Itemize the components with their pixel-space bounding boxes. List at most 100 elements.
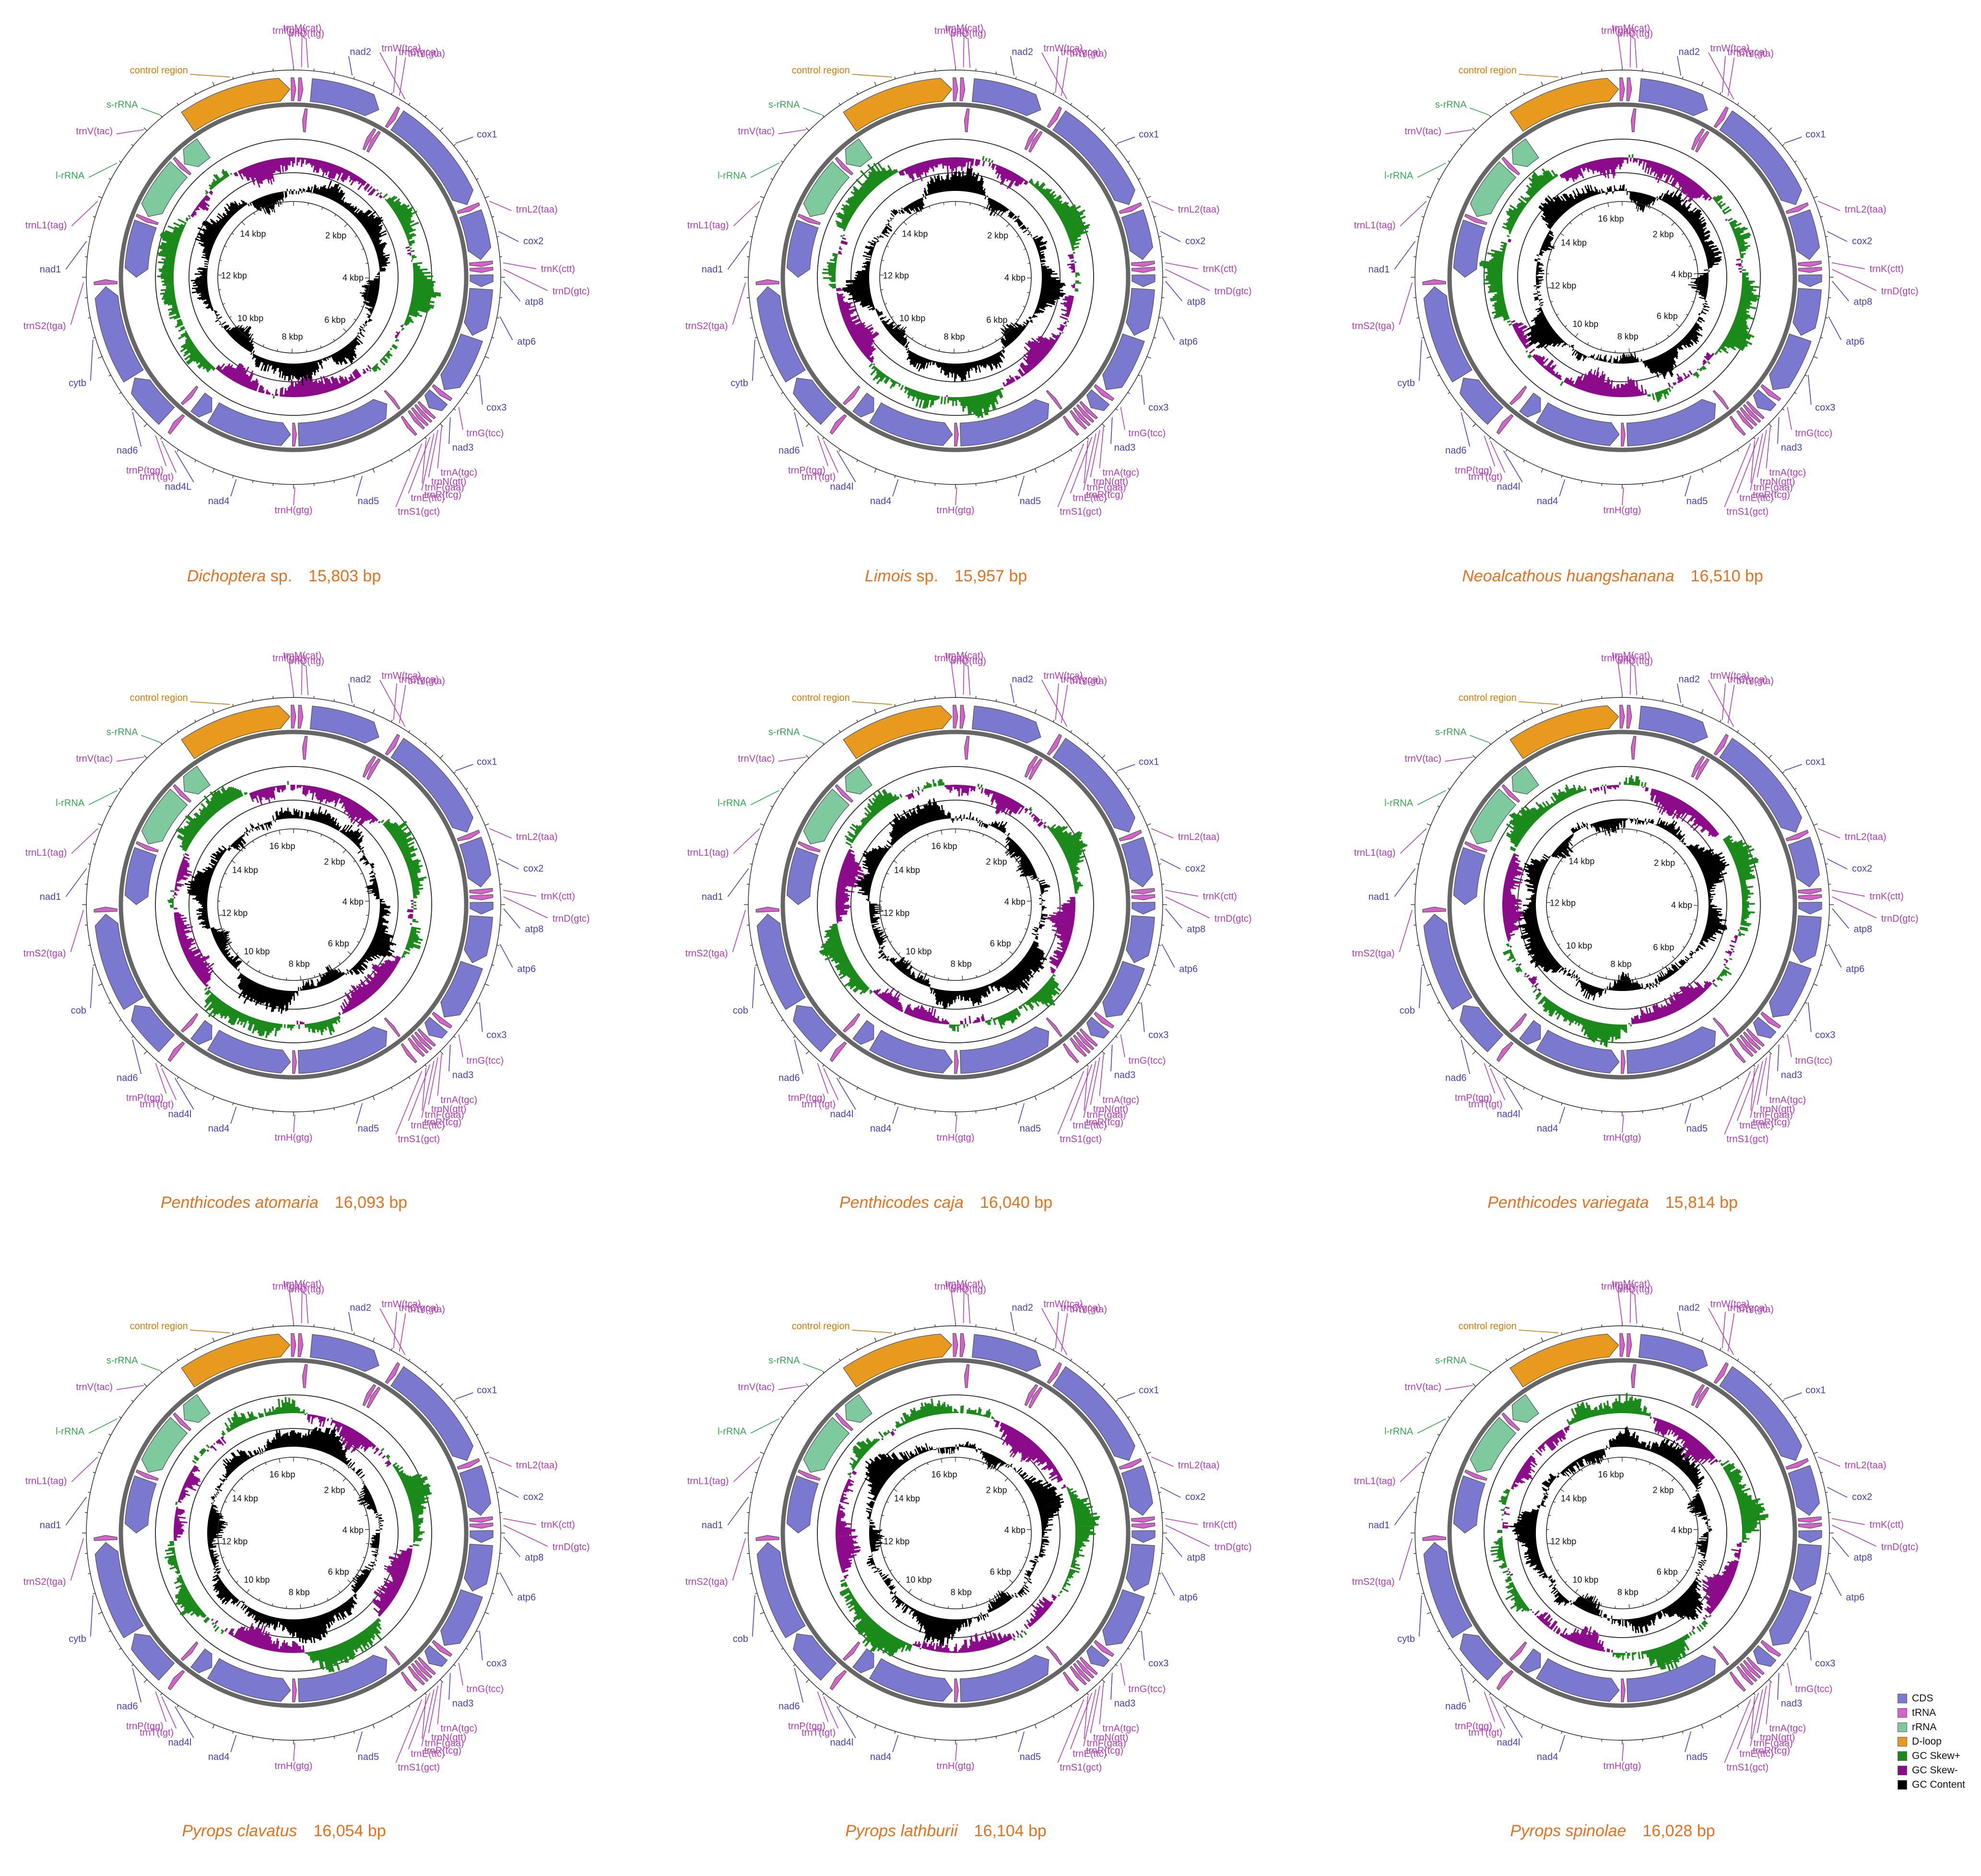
gene-nad6-leader bbox=[1461, 1668, 1470, 1703]
gene-lrRNA-label: l-rRNA bbox=[718, 170, 747, 181]
gene-trnC-leader bbox=[1055, 683, 1059, 720]
gene-cox1-label: cox1 bbox=[1139, 1385, 1159, 1395]
gene-trnL2-leader bbox=[1817, 1456, 1840, 1467]
outer-ticks bbox=[82, 66, 505, 489]
species-name: Limois sp. bbox=[865, 567, 938, 585]
gene-lrRNA-arc bbox=[803, 789, 850, 845]
gene-cox2-arc bbox=[459, 209, 492, 260]
gene-nad3-leader bbox=[1777, 1044, 1780, 1072]
gene-nad4-label: nad4 bbox=[1537, 1752, 1558, 1762]
gene-trnD-leader bbox=[503, 269, 548, 291]
gene-lrRNA-leader bbox=[750, 1418, 779, 1434]
gene-trnK-leader bbox=[1165, 1518, 1198, 1525]
gene-trnS2-arc bbox=[755, 279, 779, 285]
kbp-label: 16 kbp bbox=[270, 841, 295, 851]
gene-trnD-label: trnD(gtc) bbox=[1881, 286, 1919, 296]
gene-cox2-leader bbox=[1827, 231, 1848, 242]
gene-lrRNA-arc bbox=[1470, 789, 1517, 845]
gene-trnL1-label: trnL1(tag) bbox=[1354, 848, 1396, 858]
gene-trnP-leader bbox=[817, 436, 829, 467]
gene-trnC-leader bbox=[1722, 1311, 1726, 1348]
gene-trnA-label: trnA(tgc) bbox=[440, 468, 477, 478]
gene-nad4-label: nad4 bbox=[208, 1752, 230, 1762]
gene-trnW-arc bbox=[1713, 1362, 1729, 1384]
gene-trnI-arc bbox=[1619, 77, 1625, 101]
gene-trnP-leader bbox=[817, 1063, 829, 1094]
kbp-label: 2 kbp bbox=[325, 231, 346, 240]
gene-trnT-arc bbox=[167, 414, 185, 435]
gene-nad4-label: nad4 bbox=[208, 496, 230, 507]
gene-nad4-label: nad4 bbox=[870, 1752, 892, 1762]
gene-lrRNA-arc bbox=[1470, 1417, 1517, 1473]
legend-item: rRNA bbox=[1898, 1720, 1979, 1734]
kbp-label: 14 kbp bbox=[902, 229, 928, 238]
gene-trnL1-leader bbox=[733, 1456, 760, 1482]
gene-nad4l-leader bbox=[836, 1078, 856, 1110]
gene-trnV-label: trnV(tac) bbox=[738, 754, 775, 764]
gene-trnC-leader bbox=[393, 683, 397, 720]
gene-trnS1-leader bbox=[1057, 1071, 1085, 1135]
gene-cox1-label: cox1 bbox=[477, 756, 497, 767]
gene-cytb-arc bbox=[1423, 1542, 1473, 1639]
gene-trnT-arc bbox=[1496, 1670, 1514, 1691]
gene-cox1-arc bbox=[1052, 110, 1135, 205]
gene-trnS2-leader bbox=[70, 909, 84, 952]
gene-trnY-label: trnY(gta) bbox=[1070, 48, 1107, 59]
gene-trnS2-leader bbox=[70, 1538, 84, 1581]
gene-trnH-arc bbox=[954, 1678, 959, 1702]
gene-srRNA-leader bbox=[141, 1363, 161, 1371]
gene-trnQ-label: trnQ(ttg) bbox=[1617, 656, 1652, 667]
gene-trnW-label: trnW(tca) bbox=[1043, 1299, 1083, 1310]
gene-trnR-arc bbox=[1739, 1034, 1757, 1054]
legend-swatch bbox=[1898, 1751, 1907, 1761]
gene-nad6-leader bbox=[1461, 412, 1470, 447]
gene-trnL1-label: trnL1(tag) bbox=[25, 848, 67, 858]
gene-nad3-label: nad3 bbox=[1781, 1699, 1803, 1709]
kbp-label: 12 kbp bbox=[222, 909, 248, 918]
outer-ring bbox=[748, 1325, 1163, 1741]
genome-backbone bbox=[780, 102, 1131, 452]
gene-trnK-label: trnK(ctt) bbox=[541, 891, 575, 902]
gene-trnE-arc bbox=[1736, 1665, 1754, 1686]
gene-trnS2-label: trnS2(tga) bbox=[685, 1577, 728, 1587]
gene-trnQ-label: trnQ(ttg) bbox=[1617, 29, 1652, 39]
gene-trnD-arc bbox=[469, 894, 494, 900]
species-binomial: Neoalcathous huangshanana bbox=[1462, 567, 1674, 585]
gene-nad5-arc bbox=[297, 1026, 388, 1074]
gene-trnV-label: trnV(tac) bbox=[1404, 126, 1441, 137]
gene-nad2-leader bbox=[348, 1311, 353, 1332]
gene-ctrl-label: control region bbox=[1459, 693, 1517, 703]
legend-label: GC Content bbox=[1912, 1779, 1965, 1790]
gene-trnW-arc bbox=[1713, 106, 1729, 129]
gene-ctrl-arc bbox=[843, 705, 953, 759]
gene-lrRNA-leader bbox=[1417, 1418, 1446, 1434]
gene-trnN-leader bbox=[1090, 1057, 1100, 1105]
kbp-label: 10 kbp bbox=[899, 313, 925, 323]
kbp-label: 6 kbp bbox=[990, 939, 1011, 948]
gene-atp6-leader bbox=[1161, 1572, 1175, 1596]
gene-trnN-label: trnN(gtt) bbox=[1093, 476, 1128, 487]
gene-trnP-leader bbox=[155, 436, 167, 467]
legend-swatch bbox=[1898, 1766, 1907, 1775]
gene-cox1-leader bbox=[455, 764, 473, 771]
kbp-label: 2 kbp bbox=[1654, 858, 1675, 868]
gene-trnW-arc bbox=[1047, 733, 1062, 756]
gene-cox3-leader bbox=[1807, 1002, 1812, 1032]
gene-trnE-label: trnE(ttc) bbox=[1739, 493, 1773, 503]
gene-trnI-leader bbox=[951, 35, 956, 68]
gene-cox1-leader bbox=[1117, 764, 1135, 771]
gene-trnH-arc bbox=[1621, 1050, 1626, 1074]
gene-trnR-arc bbox=[1073, 1663, 1091, 1682]
gene-nad4l-leader bbox=[1503, 1706, 1523, 1738]
gene-trnL1-leader bbox=[71, 201, 98, 226]
gene-trnC-leader bbox=[1055, 56, 1059, 93]
gene-nad4-arc bbox=[1535, 1658, 1620, 1702]
gene-cox2-arc bbox=[1788, 837, 1820, 887]
gene-trnG-leader bbox=[1120, 407, 1125, 430]
gene-trnD-label: trnD(gtc) bbox=[1215, 286, 1252, 296]
gene-trnH-leader bbox=[1622, 1114, 1624, 1133]
gene-trnS2-label: trnS2(tga) bbox=[1352, 321, 1395, 331]
gene-trnA-arc bbox=[417, 401, 436, 420]
gene-atp6-arc bbox=[1126, 1544, 1155, 1592]
gene-trnS1-arc bbox=[1729, 1043, 1746, 1063]
